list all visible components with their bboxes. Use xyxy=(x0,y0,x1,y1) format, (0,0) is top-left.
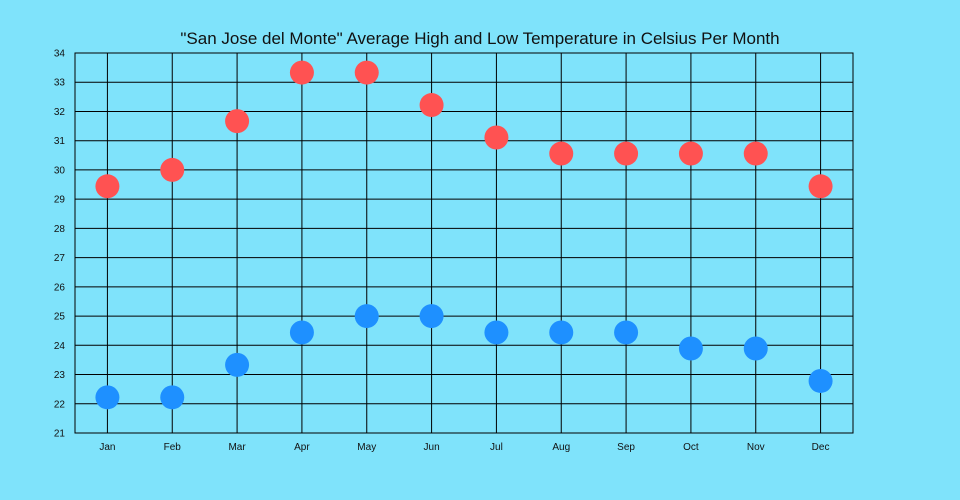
data-points xyxy=(95,60,833,410)
data-point xyxy=(354,304,379,329)
data-point xyxy=(354,60,379,85)
y-tick-label: 26 xyxy=(54,282,66,293)
y-tick-label: 22 xyxy=(54,399,66,410)
data-point xyxy=(808,368,833,393)
plot-frame xyxy=(74,52,854,434)
data-point xyxy=(808,174,833,199)
data-point xyxy=(743,141,768,166)
data-point xyxy=(95,385,120,410)
x-axis-ticks: Jan Feb Mar Apr May Jun Jul Aug Sep Oct Nov Dec xyxy=(99,442,829,453)
y-tick-label: 25 xyxy=(54,312,66,323)
data-point xyxy=(289,60,314,85)
y-tick-label: 31 xyxy=(54,136,66,147)
y-tick-label: 27 xyxy=(54,253,66,264)
data-point xyxy=(160,157,185,182)
x-tick-label: May xyxy=(357,442,376,453)
x-tick-label: Feb xyxy=(164,442,182,453)
x-tick-label: Aug xyxy=(552,442,570,453)
data-point xyxy=(549,320,574,345)
x-tick-label: Jul xyxy=(490,442,503,453)
y-tick-label: 21 xyxy=(54,429,66,440)
series-1 xyxy=(95,304,833,410)
data-point xyxy=(419,304,444,329)
data-point xyxy=(678,141,703,166)
x-tick-label: Apr xyxy=(294,442,310,453)
data-point xyxy=(225,109,250,134)
x-tick-label: Jun xyxy=(424,442,440,453)
y-tick-label: 29 xyxy=(54,195,66,206)
y-tick-label: 30 xyxy=(54,165,66,176)
y-tick-label: 24 xyxy=(54,341,66,352)
y-tick-label: 23 xyxy=(54,370,66,381)
chart-title: "San Jose del Monte" Average High and Lo… xyxy=(180,29,779,48)
x-tick-label: Mar xyxy=(228,442,246,453)
data-point xyxy=(484,125,509,150)
data-point xyxy=(225,352,250,377)
data-point xyxy=(289,320,314,345)
x-tick-label: Jan xyxy=(99,442,115,453)
x-tick-label: Nov xyxy=(747,442,765,453)
data-point xyxy=(549,141,574,166)
data-point xyxy=(484,320,509,345)
x-tick-label: Dec xyxy=(812,442,830,453)
data-point xyxy=(678,336,703,361)
data-point xyxy=(614,320,639,345)
y-tick-label: 34 xyxy=(54,49,66,60)
y-tick-label: 33 xyxy=(54,78,66,89)
data-point xyxy=(614,141,639,166)
data-point xyxy=(743,336,768,361)
y-tick-label: 28 xyxy=(54,224,66,235)
y-axis-ticks: 21 22 23 24 25 26 27 28 29 30 31 32 33 34 xyxy=(54,49,66,440)
x-tick-label: Sep xyxy=(617,442,635,453)
data-point xyxy=(419,93,444,118)
y-tick-label: 32 xyxy=(54,107,66,118)
x-tick-label: Oct xyxy=(683,442,699,453)
data-point xyxy=(160,385,185,410)
data-point xyxy=(95,174,120,199)
series-0 xyxy=(95,60,833,199)
grid-lines xyxy=(74,52,854,434)
